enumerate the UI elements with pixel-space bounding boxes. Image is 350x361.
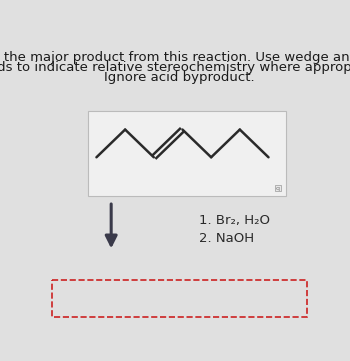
Text: 1. Br₂, H₂O: 1. Br₂, H₂O	[199, 214, 270, 227]
Text: Draw the major product from this reaction. Use wedge and dash: Draw the major product from this reactio…	[0, 51, 350, 64]
Text: bonds to indicate relative stereochemistry where appropriate.: bonds to indicate relative stereochemist…	[0, 61, 350, 74]
Bar	[275, 186, 280, 191]
Bar	[88, 111, 286, 196]
Bar	[51, 280, 307, 317]
Text: q: q	[276, 186, 280, 191]
Text: Ignore acid byproduct.: Ignore acid byproduct.	[104, 71, 255, 84]
Text: 2. NaOH: 2. NaOH	[199, 232, 254, 245]
